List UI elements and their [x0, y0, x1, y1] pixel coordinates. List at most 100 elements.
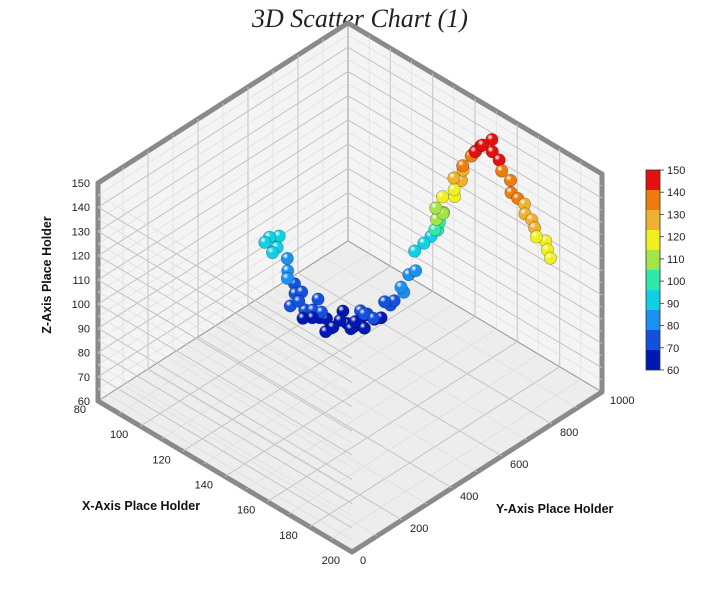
left-wall-gridline-z — [97, 267, 353, 420]
right-wall-gridline-z — [347, 119, 603, 272]
z-tick-label: 60 — [78, 396, 90, 408]
left-wall-gridline-z — [97, 376, 353, 529]
colorbar-segment — [646, 250, 660, 270]
left-wall-gridline-z — [97, 303, 353, 456]
left-wall-gridline-z2 — [97, 59, 349, 220]
left-wall-gridline-z — [97, 315, 353, 468]
plot-walls — [95, 20, 605, 555]
colorbar-segment — [646, 190, 660, 210]
left-wall-gridline-z2 — [97, 167, 349, 329]
scatter-point — [265, 246, 279, 260]
left-wall-gridline-z — [97, 206, 353, 359]
scatter-point — [311, 292, 325, 306]
left-wall-gridline-z2 — [97, 119, 349, 281]
right-wall-gridline-z — [347, 143, 603, 296]
left-wall-gridline-z2 — [97, 192, 349, 354]
right-wall-gridline-z — [347, 228, 603, 381]
scatter-point — [258, 235, 272, 249]
y-axis-title: Y-Axis Place Holder — [496, 502, 614, 516]
right-wall-gridline-z — [347, 216, 603, 369]
scatter-point — [492, 153, 506, 167]
left-wall-gridline-z — [97, 291, 353, 444]
left-wall-gridline-z2 — [97, 95, 349, 257]
left-wall-gridline-z2 — [97, 228, 349, 390]
x-tick-label: 120 — [152, 454, 170, 466]
colorbar-segment — [646, 170, 660, 190]
colorbar-segment — [646, 350, 660, 370]
right-wall-gridline-z — [347, 204, 603, 356]
z-tick-label: 120 — [72, 251, 90, 263]
colorbar-tick-label: 110 — [667, 254, 685, 266]
scatter-point — [357, 321, 371, 335]
floor-gridline-y — [297, 272, 553, 425]
scatter-point — [357, 307, 371, 321]
scatter-point — [314, 305, 328, 319]
scatter-point — [543, 251, 557, 265]
y-tick-label: 400 — [460, 491, 478, 503]
left-wall-gridline-z — [97, 279, 353, 432]
z-tick-label: 130 — [72, 226, 90, 238]
right-wall-gridline-z — [347, 167, 603, 320]
colorbar-tick-label: 60 — [667, 365, 679, 377]
colorbar-tick-label: 130 — [667, 209, 685, 221]
right-wall-gridline-z — [347, 46, 603, 199]
z-tick-label: 110 — [72, 275, 90, 287]
left-wall-gridline-z — [97, 219, 353, 371]
floor-gridline-y — [172, 352, 428, 505]
left-wall-gridline-z2 — [97, 34, 349, 196]
axis-labels: 80 100 120 140 160 180 200 0 200 400 600 800 1000 60 7… — [40, 178, 634, 567]
right-wall-gridline-z — [347, 107, 603, 260]
right-wall-gridline-z — [347, 155, 603, 308]
scatter-point — [435, 190, 449, 204]
scatter-point — [429, 201, 443, 215]
right-wall-gridline-z — [347, 59, 603, 211]
floor-gridline-y — [197, 336, 453, 489]
colorbar-tick-label: 80 — [667, 321, 679, 333]
colorbar-tick-label: 100 — [667, 276, 685, 288]
colorbar-tick-label: 70 — [667, 343, 679, 355]
colorbar-segment — [646, 210, 660, 230]
y-tick-label: 800 — [560, 427, 578, 439]
scatter-point — [495, 164, 509, 178]
scatter-point — [503, 173, 517, 187]
left-wall-gridline-z2 — [97, 216, 349, 378]
z-tick-label: 150 — [72, 178, 90, 190]
colorbar-segment — [646, 290, 660, 310]
colorbar-frame — [645, 169, 661, 371]
scatter-point — [280, 271, 294, 285]
y-tick-label: 600 — [510, 459, 528, 471]
left-wall-gridline-z — [97, 230, 353, 383]
colorbar-segment — [646, 270, 660, 290]
scatter-point — [417, 236, 431, 250]
y-tick-label: 1000 — [610, 395, 634, 407]
left-wall-gridline-z2 — [97, 131, 349, 293]
left-wall-gridline-z2 — [97, 83, 349, 244]
floor-gridline-y — [147, 368, 403, 521]
scatter-point — [280, 252, 294, 266]
left-wall-gridline-z2 — [97, 180, 349, 341]
colorbar-segment — [646, 310, 660, 330]
scatter-point — [296, 311, 310, 325]
right-wall-gridline-z — [347, 131, 603, 284]
scatter-point — [456, 159, 470, 173]
colorbar: 60 70 80 90 100 110 120 130 140 150 — [645, 165, 685, 377]
left-wall-gridline-z — [97, 340, 353, 492]
left-wall-gridline-z2 — [97, 143, 349, 305]
left-wall-gridline-z — [97, 243, 353, 395]
colorbar-tick-label: 150 — [667, 165, 685, 177]
colorbar-segment — [646, 230, 660, 250]
left-wall-gridline-z2 — [97, 107, 349, 269]
left-wall-gridline-z2 — [97, 155, 349, 317]
y-tick-label: 0 — [360, 555, 366, 567]
right-wall-gridline-z — [347, 95, 603, 248]
scatter-point — [348, 315, 362, 329]
scatter-point — [485, 145, 499, 159]
colorbar-segment — [646, 330, 660, 350]
x-tick-label: 160 — [237, 505, 255, 517]
x-tick-label: 180 — [279, 530, 297, 542]
floor-gridline-y — [322, 256, 578, 409]
z-tick-label: 70 — [78, 372, 90, 384]
left-wall-gridline-z — [97, 364, 353, 516]
x-tick-label: 140 — [195, 480, 213, 492]
